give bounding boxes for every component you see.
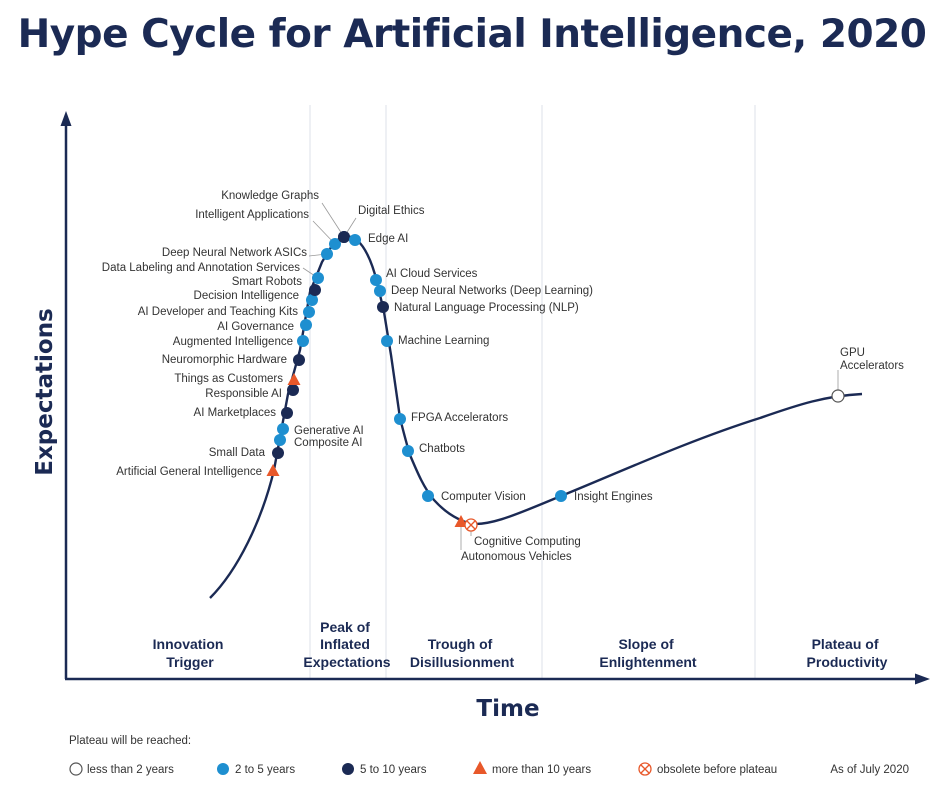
marker-ai-cloud-services [370, 274, 382, 286]
label-knowledge-graphs: Knowledge Graphs [221, 190, 319, 202]
marker-digital-ethics [338, 231, 350, 243]
label-fpga-accelerators: FPGA Accelerators [411, 412, 508, 424]
x-axis-arrow [915, 673, 930, 685]
phase-dividers [309, 105, 756, 680]
y-axis-title: Expectations [32, 308, 58, 476]
marker-intelligent-applications [329, 238, 341, 250]
phase-divider [541, 105, 543, 680]
legend-icon-less-than-2-years [69, 762, 83, 776]
x-axis-title: Time [476, 696, 539, 722]
label-generative-ai: Generative AI [294, 425, 364, 437]
marker-augmented-intelligence [297, 335, 309, 347]
label-chatbots: Chatbots [419, 443, 465, 455]
marker-artificial-general-intelligence [266, 464, 280, 476]
marker-insight-engines [555, 490, 567, 502]
label-computer-vision: Computer Vision [441, 491, 526, 503]
marker-responsible-ai [287, 384, 299, 396]
label-deep-neural-networks-deep-learning: Deep Neural Networks (Deep Learning) [391, 285, 593, 297]
legend-title: Plateau will be reached: [69, 735, 191, 747]
label-responsible-ai: Responsible AI [205, 388, 282, 400]
technology-markers: Artificial General Intelligence Small Dat… [102, 190, 904, 563]
label-smart-robots: Smart Robots [232, 276, 303, 288]
label-digital-ethics: Digital Ethics [358, 205, 425, 217]
phase-innovation-trigger: Innovation Trigger [153, 636, 228, 670]
leader-line-knowledge-graphs [321, 202, 345, 238]
marker-generative-ai [277, 423, 289, 435]
legend-label-less-than-2-years: less than 2 years [87, 764, 174, 776]
marker-data-labeling-and-annotation-services [312, 272, 324, 284]
legend-label-obsolete-before-plateau: obsolete before plateau [657, 764, 777, 776]
legend-label-2-to-5-years: 2 to 5 years [235, 764, 295, 776]
marker-deep-neural-networks-deep-learning [374, 285, 386, 297]
label-artificial-general-intelligence: Artificial General Intelligence [116, 466, 262, 478]
chart-title: Hype Cycle for Artificial Intelligence, … [17, 12, 927, 57]
label-augmented-intelligence: Augmented Intelligence [173, 336, 293, 348]
label-data-labeling-and-annotation-services: Data Labeling and Annotation Services [102, 262, 300, 274]
marker-decision-intelligence [306, 294, 318, 306]
label-edge-ai: Edge AI [368, 233, 408, 245]
label-neuromorphic-hardware: Neuromorphic Hardware [162, 354, 287, 366]
legend-icon-2-to-5-years [217, 763, 229, 775]
phase-plateau-of-productivity: Plateau of Productivity [807, 636, 888, 670]
label-natural-language-processing-nlp: Natural Language Processing (NLP) [394, 302, 579, 314]
marker-composite-ai [274, 434, 286, 446]
marker-things-as-customers [287, 373, 301, 385]
phase-peak-of-inflated-expectations: Peak of Inflated Expectations [303, 619, 390, 670]
marker-machine-learning [381, 335, 393, 347]
marker-ai-marketplaces [281, 407, 293, 419]
marker-ai-developer-and-teaching-kits [303, 306, 315, 318]
label-ai-marketplaces: AI Marketplaces [194, 407, 277, 419]
y-axis-arrow [60, 111, 72, 126]
phase-labels: Innovation Trigger Peak of Inflated Expe… [153, 619, 888, 670]
phase-trough-of-disillusionment: Trough of Disillusionment [410, 636, 515, 670]
marker-ai-governance [300, 319, 312, 331]
label-small-data: Small Data [209, 447, 266, 459]
as-of-date: As of July 2020 [830, 764, 909, 776]
marker-computer-vision [422, 490, 434, 502]
axes: Expectations Time [32, 111, 930, 722]
label-machine-learning: Machine Learning [398, 335, 489, 347]
legend-icon-obsolete-before-plateau [638, 762, 652, 776]
marker-fpga-accelerators [394, 413, 406, 425]
label-cognitive-computing: Cognitive Computing [474, 536, 581, 548]
label-ai-cloud-services: AI Cloud Services [386, 268, 478, 280]
marker-chatbots [402, 445, 414, 457]
label-deep-neural-network-asics: Deep Neural Network ASICs [162, 247, 307, 259]
phase-divider [385, 105, 387, 680]
phase-divider [309, 105, 311, 680]
label-gpu-accelerators: GPU Accelerators [840, 347, 904, 372]
label-ai-developer-and-teaching-kits: AI Developer and Teaching Kits [138, 306, 298, 318]
marker-autonomous-vehicles [454, 515, 468, 527]
legend-label-5-to-10-years: 5 to 10 years [360, 764, 427, 776]
legend-icon-5-to-10-years [342, 763, 354, 775]
marker-small-data [272, 447, 284, 459]
label-insight-engines: Insight Engines [574, 491, 653, 503]
phase-divider [754, 105, 756, 680]
marker-cognitive-computing [464, 518, 478, 532]
marker-deep-neural-network-asics [321, 248, 333, 260]
label-decision-intelligence: Decision Intelligence [194, 290, 299, 302]
legend-label-more-than-10-years: more than 10 years [492, 764, 591, 776]
legend: Plateau will be reached: less than 2 yea… [69, 735, 909, 776]
phase-slope-of-enlightenment: Slope of Enlightenment [599, 636, 697, 670]
label-intelligent-applications: Intelligent Applications [195, 209, 309, 221]
marker-smart-robots [309, 284, 321, 296]
marker-natural-language-processing-nlp [377, 301, 389, 313]
marker-neuromorphic-hardware [293, 354, 305, 366]
label-ai-governance: AI Governance [217, 321, 294, 333]
label-things-as-customers: Things as Customers [174, 373, 283, 385]
marker-gpu-accelerators [831, 389, 845, 403]
marker-edge-ai [349, 234, 361, 246]
legend-icon-more-than-10-years [473, 761, 487, 774]
label-autonomous-vehicles: Autonomous Vehicles [461, 551, 572, 563]
label-composite-ai: Composite AI [294, 437, 362, 449]
